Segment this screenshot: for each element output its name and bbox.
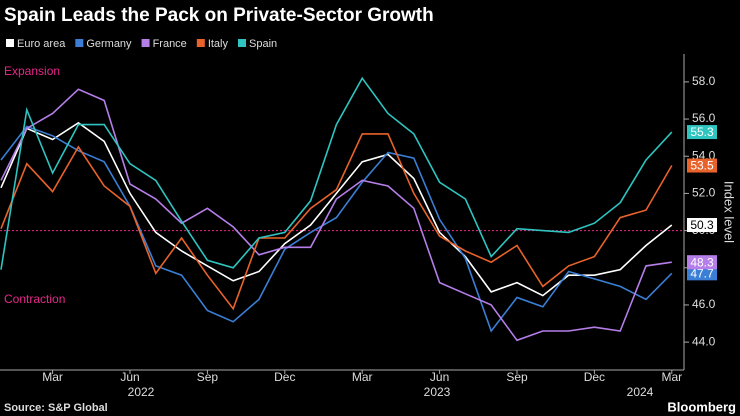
x-tick-label: Sep bbox=[197, 370, 219, 384]
legend-label: Spain bbox=[249, 38, 277, 50]
series-line bbox=[0, 121, 673, 297]
x-tick-label: Mar bbox=[661, 370, 682, 384]
x-tick-label: Mar bbox=[42, 370, 63, 384]
legend-swatch bbox=[6, 39, 14, 47]
year-label: 2024 bbox=[627, 385, 654, 399]
x-tick-label: Jun bbox=[430, 370, 449, 384]
brand: Bloomberg bbox=[667, 399, 736, 414]
year-label: 2022 bbox=[128, 385, 155, 399]
chart-title: Spain Leads the Pack on Private-Sector G… bbox=[4, 5, 434, 26]
legend-label: Euro area bbox=[17, 38, 66, 50]
x-tick-label: Dec bbox=[274, 370, 295, 384]
x-tick-label: Mar bbox=[352, 370, 373, 384]
annotation: Expansion bbox=[4, 64, 60, 78]
legend-label: France bbox=[153, 38, 187, 50]
y-tick-label: 44.0 bbox=[692, 334, 716, 348]
y-tick-label: 52.0 bbox=[692, 186, 716, 200]
annotation: Contraction bbox=[4, 292, 65, 306]
series-line bbox=[0, 88, 672, 342]
value-label: 53.5 bbox=[690, 159, 714, 173]
x-tick-label: Sep bbox=[506, 370, 528, 384]
series-line bbox=[0, 125, 673, 333]
legend-swatch bbox=[238, 39, 246, 47]
legend-swatch bbox=[141, 39, 150, 47]
legend-label: Italy bbox=[208, 38, 229, 50]
series-line bbox=[0, 133, 673, 311]
y-tick-label: 46.0 bbox=[692, 297, 716, 311]
series-line bbox=[0, 76, 673, 270]
value-label: 48.3 bbox=[690, 255, 714, 269]
x-tick-label: Dec bbox=[584, 370, 605, 384]
value-box bbox=[687, 266, 717, 281]
value-box bbox=[687, 158, 717, 173]
value-box bbox=[687, 218, 717, 233]
source: Source: S&P Global bbox=[4, 402, 108, 414]
x-tick-label: Jun bbox=[120, 370, 139, 384]
value-box bbox=[687, 125, 717, 140]
value-label: 55.3 bbox=[690, 125, 714, 139]
legend-label: Germany bbox=[86, 38, 132, 50]
legend-swatch bbox=[196, 39, 205, 47]
value-label: 50.3 bbox=[690, 218, 714, 232]
y-tick-label: 56.0 bbox=[692, 111, 716, 125]
year-label: 2023 bbox=[424, 385, 451, 399]
legend-swatch bbox=[75, 39, 84, 47]
y-axis-label: Index level bbox=[722, 181, 737, 243]
y-tick-label: 58.0 bbox=[692, 74, 716, 88]
value-box bbox=[687, 255, 717, 270]
value-label: 47.7 bbox=[690, 267, 714, 281]
